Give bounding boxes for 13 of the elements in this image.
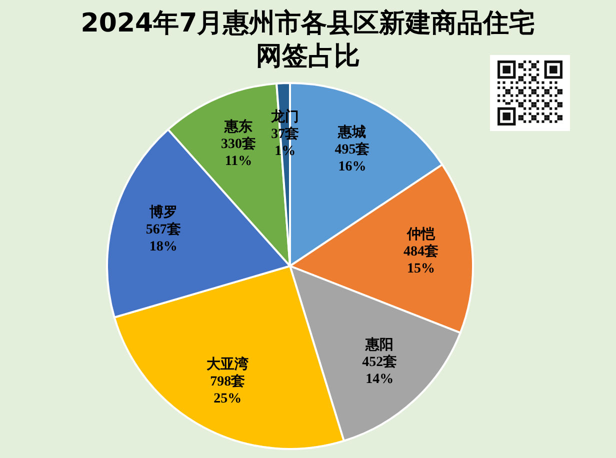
slice-label: 博罗 — [148, 204, 178, 220]
data-label: 495套 16% — [334, 141, 370, 174]
slice-label: 仲恺 — [406, 226, 436, 242]
data-label: 798套 25% — [210, 374, 246, 407]
slice-label: 惠东 — [224, 118, 253, 136]
data-label: 567套 18% — [146, 221, 181, 254]
data-label: 330套 11% — [221, 136, 256, 170]
slice-label: 惠城 — [337, 124, 366, 140]
data-label: 452套 14% — [362, 354, 398, 388]
data-label: 484套 15% — [404, 243, 439, 276]
slice-label: 大亚湾 — [206, 356, 249, 373]
chart-title: 2024年7月惠州市各县区新建商品住宅网签占比 — [80, 8, 536, 72]
slice-label: 惠阳 — [364, 337, 394, 354]
